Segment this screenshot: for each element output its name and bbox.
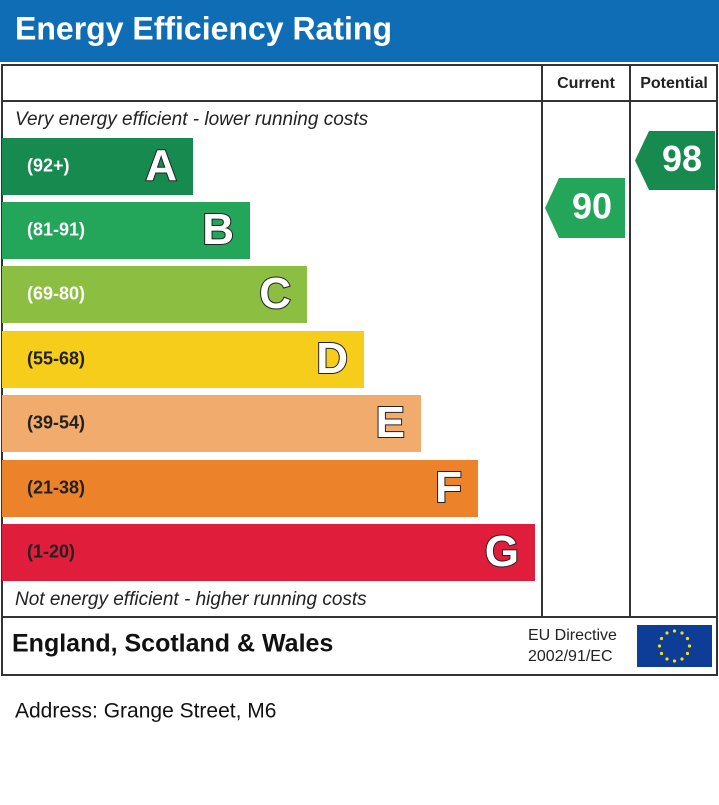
eu-star	[657, 644, 662, 648]
eu-star	[687, 644, 692, 648]
region: England, Scotland & Wales	[12, 630, 333, 658]
eu-stars	[657, 629, 692, 663]
band-range: (21-38)	[27, 477, 85, 497]
band-bar	[2, 138, 193, 195]
eu-star	[680, 657, 684, 661]
eu-star	[685, 651, 690, 656]
band-letter: B	[202, 205, 234, 254]
band-letter: D	[316, 334, 348, 383]
eu-star	[685, 636, 690, 641]
band-letter: A	[145, 141, 177, 190]
band-letter: G	[485, 527, 519, 576]
band-letter: C	[259, 269, 291, 318]
band-range: (81-91)	[27, 219, 85, 239]
rating-arrow	[545, 178, 625, 238]
eu-star	[659, 651, 664, 656]
band-range: (1-20)	[27, 541, 75, 561]
eu-star	[672, 629, 677, 633]
eu-star	[672, 659, 677, 663]
band-range: (92+)	[27, 155, 70, 175]
band-letter: E	[376, 398, 405, 447]
band-range: (69-80)	[27, 283, 85, 303]
band-bar	[2, 524, 535, 581]
rating-value: 90	[572, 186, 612, 227]
address: Address: Grange Street, M6	[15, 700, 276, 723]
eu-star	[659, 636, 664, 641]
band-range: (39-54)	[27, 412, 85, 432]
band-bar	[2, 460, 478, 517]
band-bar	[2, 266, 307, 323]
band-bar	[2, 331, 364, 388]
eu-star	[680, 631, 684, 635]
column-header: Potential	[640, 75, 708, 92]
band-letter: F	[435, 463, 462, 512]
bottom-note: Not energy efficient - higher running co…	[15, 589, 367, 610]
title: Energy Efficiency Rating	[15, 10, 392, 46]
directive: EU Directive	[528, 627, 617, 644]
eu-star	[665, 631, 669, 635]
band-bar	[2, 202, 250, 259]
top-note: Very energy efficient - lower running co…	[15, 109, 369, 130]
title-bar	[0, 0, 719, 62]
band-bar	[2, 395, 421, 452]
column-header: Current	[557, 75, 615, 92]
eu-star	[665, 657, 669, 661]
band-range: (55-68)	[27, 348, 85, 368]
directive: 2002/91/EC	[528, 648, 613, 665]
rating-value: 98	[662, 138, 702, 179]
rating-arrow	[635, 131, 715, 190]
